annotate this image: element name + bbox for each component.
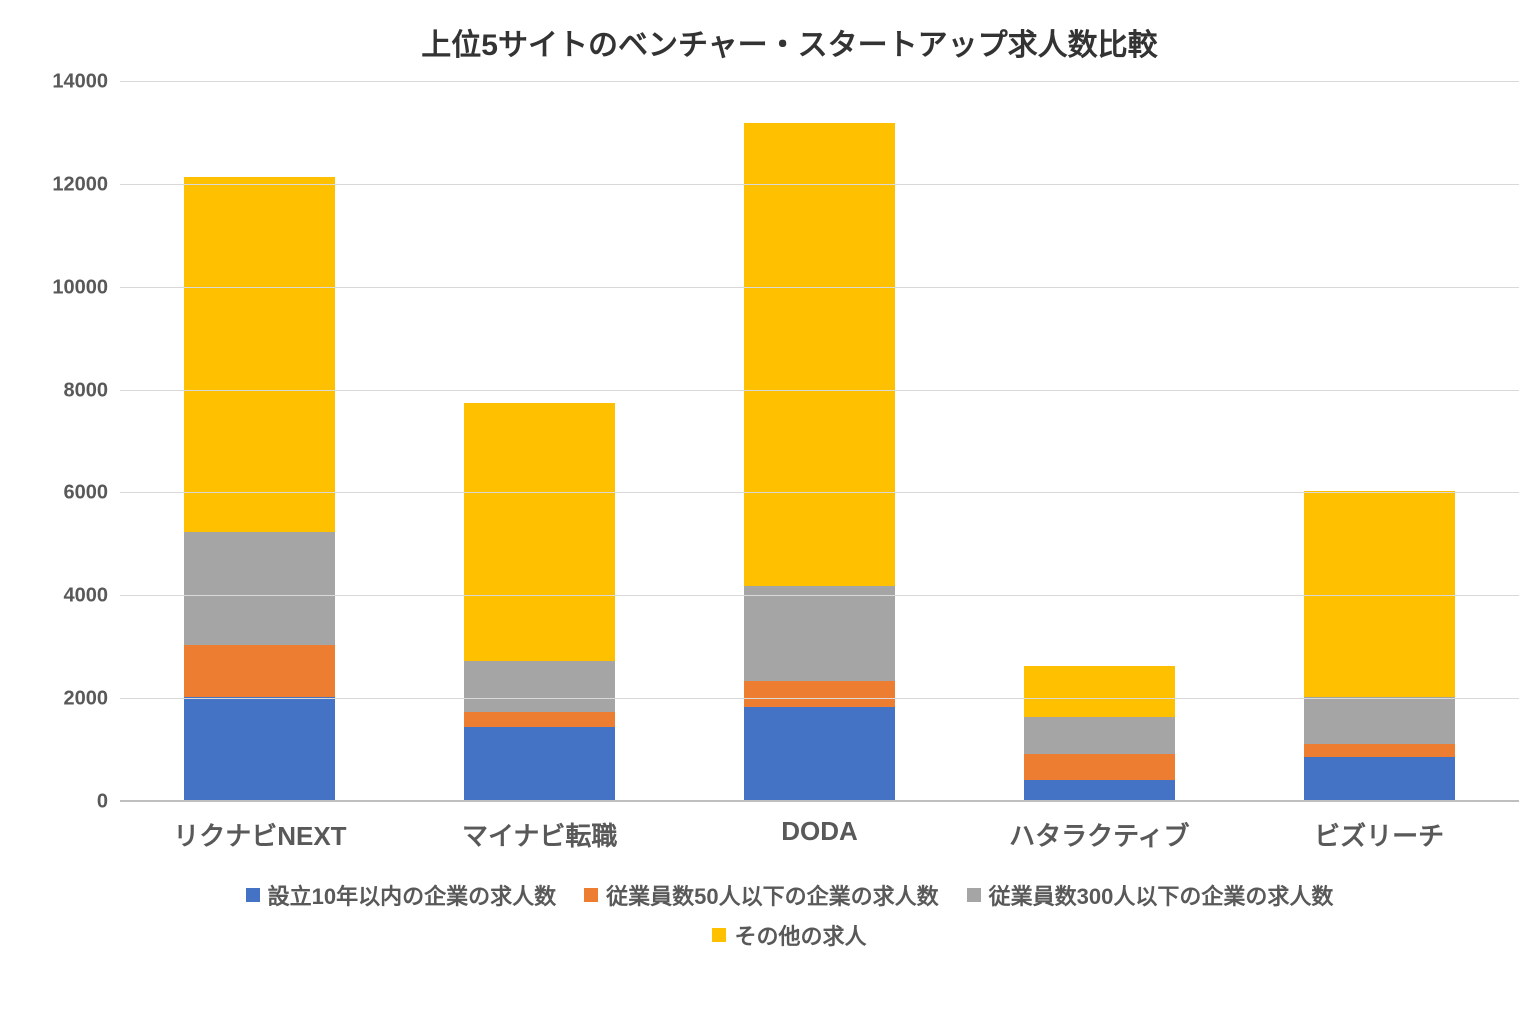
bar-segment: [464, 403, 615, 660]
bars-row: [120, 82, 1519, 802]
y-tick-label: 4000: [64, 585, 121, 608]
gridline: [120, 184, 1519, 185]
bar-slot: [680, 82, 960, 802]
x-axis-label: リクナビNEXT: [120, 816, 400, 853]
y-tick-label: 8000: [64, 379, 121, 402]
legend-label: 設立10年以内の企業の求人数: [268, 879, 556, 911]
x-axis-label: ハタラクティブ: [959, 816, 1239, 853]
bar-segment: [744, 123, 895, 586]
chart-title: 上位5サイトのベンチャー・スタートアップ求人数比較: [20, 20, 1539, 64]
legend-label: 従業員数300人以下の企業の求人数: [989, 879, 1334, 911]
x-axis-labels: リクナビNEXTマイナビ転職DODAハタラクティブビズリーチ: [120, 816, 1519, 853]
gridline: [120, 390, 1519, 391]
bar-segment: [1024, 666, 1175, 717]
bar-slot: [959, 82, 1239, 802]
y-tick-label: 12000: [52, 173, 120, 196]
y-tick-label: 10000: [52, 276, 120, 299]
gridline: [120, 698, 1519, 699]
bar-segment: [1304, 744, 1455, 757]
bar-segment: [744, 707, 895, 802]
bar-slot: [120, 82, 400, 802]
y-tick-label: 2000: [64, 688, 121, 711]
bar-segment: [1304, 697, 1455, 744]
bar-segment: [464, 712, 615, 727]
bar-segment: [184, 177, 335, 532]
y-tick-label: 14000: [52, 71, 120, 94]
bar-stack: [184, 177, 335, 802]
bar-segment: [744, 586, 895, 681]
x-axis-label: マイナビ転職: [400, 816, 680, 853]
gridline: [120, 81, 1519, 82]
bar-segment: [1304, 757, 1455, 802]
legend-swatch: [967, 888, 981, 902]
legend-swatch: [584, 888, 598, 902]
gridline: [120, 287, 1519, 288]
bar-stack: [744, 123, 895, 802]
x-axis-label: DODA: [680, 816, 960, 853]
bar-stack: [464, 403, 615, 802]
y-tick-label: 0: [97, 791, 120, 814]
bar-slot: [1239, 82, 1519, 802]
bar-segment: [1024, 717, 1175, 754]
legend-swatch: [246, 888, 260, 902]
chart-legend: 設立10年以内の企業の求人数 従業員数50人以下の企業の求人数 従業員数300人以下…: [240, 879, 1340, 951]
bar-segment: [1304, 491, 1455, 697]
bar-segment: [184, 645, 335, 696]
bar-stack: [1024, 666, 1175, 802]
y-tick-label: 6000: [64, 482, 121, 505]
gridline: [120, 595, 1519, 596]
chart-container: 上位5サイトのベンチャー・スタートアップ求人数比較 02000400060008…: [20, 20, 1539, 1002]
bar-segment: [464, 661, 615, 712]
gridline: [120, 492, 1519, 493]
x-axis-label: ビズリーチ: [1239, 816, 1519, 853]
bar-slot: [400, 82, 680, 802]
legend-item: 従業員数300人以下の企業の求人数: [967, 879, 1334, 911]
bar-segment: [744, 681, 895, 707]
bar-segment: [1024, 780, 1175, 802]
bar-segment: [184, 532, 335, 645]
legend-swatch: [712, 928, 726, 942]
bar-segment: [1024, 754, 1175, 780]
bar-segment: [464, 727, 615, 802]
bar-stack: [1304, 491, 1455, 802]
legend-item: 設立10年以内の企業の求人数: [246, 879, 556, 911]
legend-label: 従業員数50人以下の企業の求人数: [606, 879, 938, 911]
legend-label: その他の求人: [734, 919, 866, 951]
chart-plot-area: 02000400060008000100001200014000: [20, 82, 1539, 802]
gridline: [120, 800, 1519, 802]
legend-item: 従業員数50人以下の企業の求人数: [584, 879, 938, 911]
legend-item: その他の求人: [712, 919, 866, 951]
bar-segment: [184, 697, 335, 802]
plot-area: 02000400060008000100001200014000: [120, 82, 1519, 802]
